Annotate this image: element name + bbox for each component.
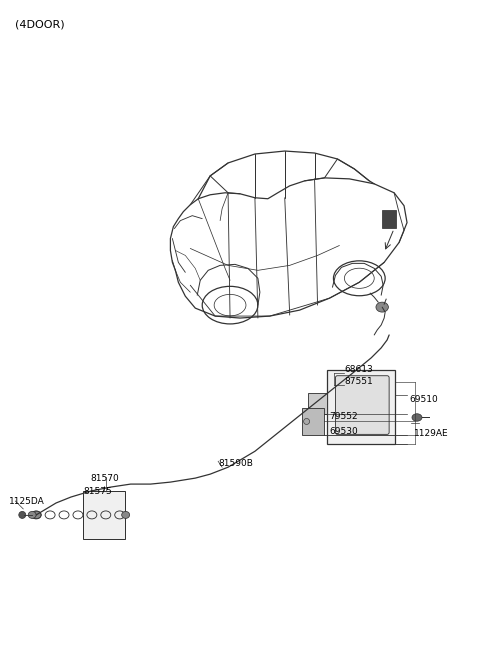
Bar — [301, 407, 324, 436]
Text: (4DOOR): (4DOOR) — [15, 20, 65, 30]
Bar — [382, 210, 396, 228]
Text: 81570: 81570 — [91, 474, 120, 483]
Text: 79552: 79552 — [329, 411, 358, 420]
Bar — [308, 393, 327, 415]
Ellipse shape — [376, 302, 388, 312]
Text: 81575: 81575 — [83, 487, 112, 496]
Bar — [327, 370, 395, 444]
Ellipse shape — [31, 511, 41, 519]
Text: 69510: 69510 — [409, 395, 438, 403]
Ellipse shape — [412, 414, 422, 421]
Ellipse shape — [304, 419, 310, 424]
FancyBboxPatch shape — [336, 376, 389, 434]
Text: 1125DA: 1125DA — [9, 497, 45, 506]
Bar — [83, 491, 125, 539]
Text: 69530: 69530 — [329, 428, 358, 436]
Ellipse shape — [19, 512, 26, 518]
Text: 68613: 68613 — [344, 365, 373, 374]
Text: 81590B: 81590B — [218, 459, 253, 468]
Ellipse shape — [122, 512, 130, 518]
Ellipse shape — [28, 512, 36, 518]
Text: 87551: 87551 — [344, 377, 373, 386]
Text: 1129AE: 1129AE — [414, 430, 449, 438]
